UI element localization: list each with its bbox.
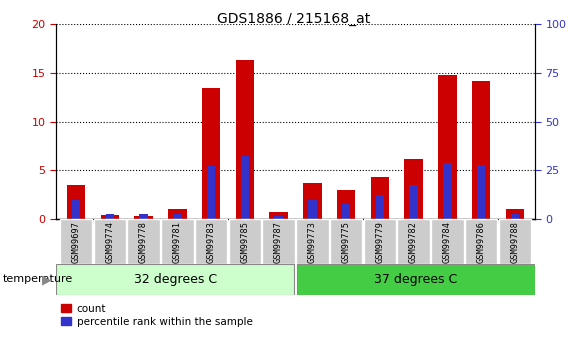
Text: GSM99785: GSM99785 <box>240 221 249 263</box>
Bar <box>397 219 430 264</box>
Bar <box>173 214 182 219</box>
Bar <box>405 159 423 219</box>
Bar <box>202 88 220 219</box>
Text: GSM99782: GSM99782 <box>409 221 418 263</box>
Bar <box>269 212 288 219</box>
Bar <box>207 166 215 219</box>
Bar <box>472 81 490 219</box>
Bar <box>308 199 316 219</box>
Bar <box>139 214 148 219</box>
Text: GSM99697: GSM99697 <box>72 221 81 263</box>
Bar <box>499 219 531 264</box>
Bar <box>262 219 295 264</box>
Text: temperature: temperature <box>3 275 73 284</box>
Text: GSM99779: GSM99779 <box>375 221 385 263</box>
Text: GSM99784: GSM99784 <box>443 221 452 263</box>
Bar <box>370 177 389 219</box>
Text: GSM99778: GSM99778 <box>139 221 148 263</box>
Bar <box>240 156 249 219</box>
Bar <box>298 264 535 295</box>
Bar <box>409 185 418 219</box>
Text: GDS1886 / 215168_at: GDS1886 / 215168_at <box>218 12 370 26</box>
Bar <box>431 219 463 264</box>
Text: GSM99773: GSM99773 <box>308 221 317 263</box>
Bar <box>72 199 81 219</box>
Bar <box>438 75 457 219</box>
Bar <box>477 166 485 219</box>
Bar <box>443 162 452 219</box>
Text: 37 degrees C: 37 degrees C <box>373 273 457 286</box>
Text: GSM99786: GSM99786 <box>477 221 486 263</box>
Bar <box>342 205 350 219</box>
Bar <box>134 216 153 219</box>
Bar <box>376 195 384 219</box>
Bar <box>60 219 92 264</box>
Text: 32 degrees C: 32 degrees C <box>134 273 217 286</box>
Text: GSM99788: GSM99788 <box>510 221 519 263</box>
Bar <box>67 185 85 219</box>
Bar <box>275 216 283 219</box>
Bar <box>296 219 329 264</box>
Bar <box>303 183 322 219</box>
Bar <box>465 219 497 264</box>
Bar <box>101 215 119 219</box>
Bar <box>106 214 114 219</box>
Bar <box>236 60 254 219</box>
Bar <box>93 219 126 264</box>
Text: GSM99787: GSM99787 <box>274 221 283 263</box>
Bar <box>337 190 355 219</box>
Text: GSM99774: GSM99774 <box>105 221 114 263</box>
Text: GSM99783: GSM99783 <box>206 221 216 263</box>
Bar <box>195 219 228 264</box>
Bar <box>229 219 261 264</box>
Bar <box>510 214 519 219</box>
Bar <box>128 219 160 264</box>
Bar <box>330 219 362 264</box>
Bar <box>168 209 186 219</box>
Bar <box>506 209 524 219</box>
Bar <box>363 219 396 264</box>
Text: GSM99775: GSM99775 <box>342 221 350 263</box>
Text: ▶: ▶ <box>42 273 52 286</box>
Bar <box>56 264 293 295</box>
Bar <box>161 219 193 264</box>
Legend: count, percentile rank within the sample: count, percentile rank within the sample <box>61 304 253 327</box>
Text: GSM99781: GSM99781 <box>173 221 182 263</box>
